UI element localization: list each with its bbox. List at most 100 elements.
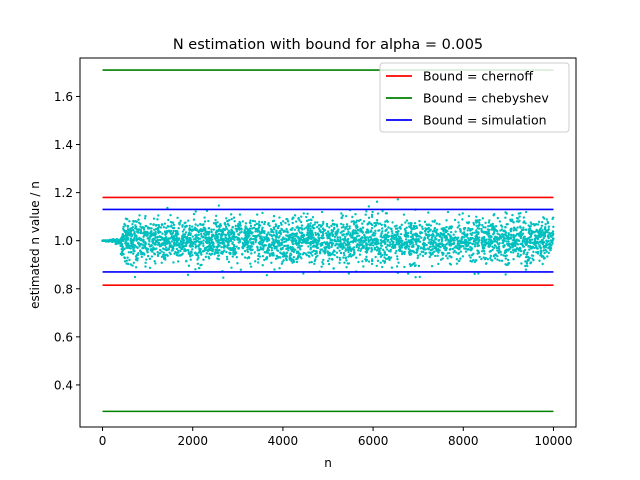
scatter-point xyxy=(473,272,476,276)
scatter-point xyxy=(217,229,220,232)
scatter-point xyxy=(535,242,538,245)
scatter-point xyxy=(181,245,184,249)
scatter-point xyxy=(381,209,384,213)
scatter-point xyxy=(131,222,134,226)
y-tick-label: 1.2 xyxy=(54,186,73,200)
scatter-point xyxy=(317,227,321,230)
scatter-point xyxy=(256,261,260,264)
scatter-point xyxy=(148,240,151,243)
scatter-point xyxy=(478,255,481,259)
scatter-point xyxy=(197,230,200,234)
scatter-point xyxy=(222,233,225,236)
scatter-point xyxy=(434,230,438,233)
scatter-point xyxy=(139,222,142,226)
scatter-point xyxy=(285,227,288,231)
scatter-point xyxy=(338,258,342,261)
scatter-point xyxy=(154,233,158,236)
scatter-point xyxy=(468,254,471,257)
scatter-point xyxy=(433,240,436,243)
scatter-point xyxy=(220,245,223,249)
scatter-point xyxy=(361,222,364,225)
scatter-point xyxy=(183,249,186,253)
scatter-point xyxy=(289,252,292,255)
scatter-point xyxy=(402,213,406,216)
scatter-point xyxy=(325,234,329,237)
scatter-point xyxy=(197,233,200,237)
scatter-point xyxy=(442,234,446,237)
scatter-point xyxy=(408,253,411,256)
scatter-point xyxy=(480,227,483,231)
scatter-point xyxy=(150,255,154,258)
scatter-point xyxy=(316,254,319,257)
scatter-point xyxy=(322,227,325,230)
scatter-point xyxy=(335,233,338,237)
scatter-point xyxy=(140,255,144,259)
scatter-point xyxy=(181,224,184,227)
scatter-point xyxy=(326,230,330,233)
scatter-point xyxy=(231,226,234,229)
scatter-point xyxy=(203,236,206,239)
scatter-point xyxy=(316,221,319,224)
scatter-point xyxy=(412,262,415,266)
scatter-point xyxy=(478,236,481,239)
scatter-point xyxy=(469,256,472,259)
scatter-point xyxy=(162,251,165,254)
scatter-point xyxy=(447,243,451,246)
scatter-point xyxy=(546,235,550,239)
scatter-point xyxy=(460,240,464,243)
scatter-point xyxy=(414,232,418,235)
scatter-point xyxy=(176,249,180,252)
scatter-point xyxy=(478,218,481,222)
scatter-point xyxy=(328,226,331,229)
scatter-point xyxy=(406,235,410,238)
scatter-point xyxy=(187,219,190,222)
scatter-point xyxy=(227,240,230,243)
scatter-point xyxy=(388,258,391,262)
scatter-point xyxy=(364,258,367,261)
scatter-point xyxy=(284,221,287,225)
scatter-point xyxy=(380,223,383,227)
scatter-point xyxy=(408,245,411,248)
scatter-point xyxy=(301,231,304,235)
scatter-point xyxy=(222,246,226,249)
scatter-point xyxy=(169,237,172,240)
scatter-point xyxy=(282,229,286,233)
scatter-point xyxy=(255,213,259,216)
scatter-point xyxy=(427,226,431,230)
scatter-point xyxy=(455,257,459,261)
scatter-point xyxy=(143,231,146,234)
scatter-point xyxy=(309,227,312,230)
scatter-point xyxy=(380,227,384,230)
scatter-point xyxy=(357,238,361,241)
scatter-point xyxy=(208,239,211,243)
scatter-point xyxy=(396,255,399,258)
scatter-point xyxy=(162,253,165,257)
scatter-point xyxy=(203,216,206,219)
scatter-point xyxy=(545,243,549,246)
scatter-point xyxy=(303,227,306,230)
scatter-point xyxy=(525,253,528,256)
scatter-point xyxy=(227,229,230,232)
scatter-point xyxy=(379,242,383,245)
scatter-point xyxy=(493,213,496,216)
scatter-point xyxy=(327,262,331,266)
scatter-point xyxy=(294,234,297,237)
scatter-point xyxy=(179,219,182,223)
scatter-point xyxy=(220,250,224,254)
scatter-point xyxy=(261,226,264,229)
scatter-point xyxy=(220,233,223,236)
scatter-point xyxy=(413,222,417,225)
scatter-point xyxy=(332,267,336,270)
scatter-point xyxy=(383,250,386,253)
scatter-point xyxy=(293,237,297,240)
scatter-point xyxy=(320,265,323,268)
scatter-point xyxy=(452,242,455,246)
scatter-point xyxy=(222,276,225,279)
scatter-point xyxy=(119,244,123,248)
scatter-point xyxy=(522,216,526,219)
scatter-point xyxy=(515,216,519,220)
scatter-point xyxy=(166,254,169,257)
scatter-point xyxy=(199,248,202,251)
scatter-point xyxy=(194,268,197,271)
scatter-point xyxy=(266,247,270,250)
